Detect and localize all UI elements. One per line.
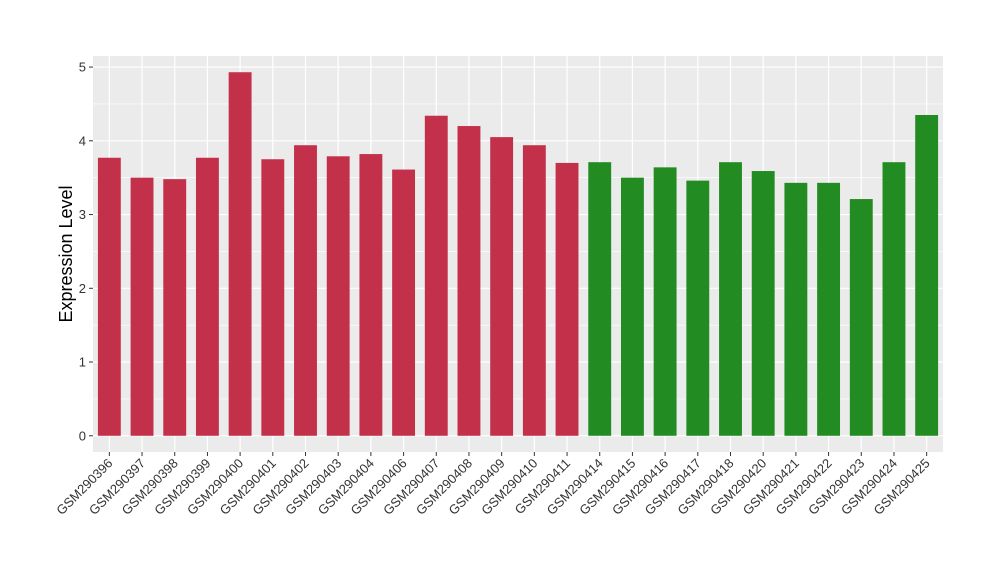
bar-GSM290399 — [195, 157, 219, 436]
bar-GSM290409 — [490, 137, 514, 436]
y-tick-label: 3 — [79, 207, 86, 222]
bar-GSM290425 — [915, 114, 939, 436]
bar-GSM290396 — [97, 157, 121, 436]
y-tick-label: 0 — [79, 428, 86, 443]
plot-panel — [93, 56, 943, 452]
bar-GSM290408 — [457, 126, 481, 436]
bar-GSM290417 — [686, 180, 710, 436]
bar-GSM290420 — [751, 171, 775, 436]
bar-GSM290406 — [392, 169, 416, 436]
bars — [97, 72, 939, 436]
bar-GSM290404 — [359, 154, 383, 436]
bar-GSM290400 — [228, 72, 252, 436]
bar-GSM290414 — [588, 162, 612, 436]
bar-GSM290398 — [163, 179, 187, 436]
y-axis: 0 1 2 3 4 5 — [79, 60, 93, 443]
bar-GSM290422 — [817, 182, 841, 436]
y-tick-label: 5 — [79, 60, 86, 75]
bar-GSM290421 — [784, 182, 808, 436]
y-tick-label: 1 — [79, 355, 86, 370]
bar-GSM290424 — [882, 162, 906, 436]
bar-GSM290410 — [522, 145, 546, 436]
bar-GSM290407 — [424, 115, 448, 436]
bar-GSM290415 — [620, 177, 644, 436]
y-tick-label: 4 — [79, 133, 86, 148]
bar-GSM290401 — [261, 159, 285, 436]
y-axis-title: Expression Level — [56, 185, 76, 322]
bar-GSM290418 — [719, 162, 742, 436]
y-tick-label: 2 — [79, 281, 86, 296]
bar-GSM290411 — [555, 162, 579, 436]
bar-GSM290423 — [849, 199, 873, 436]
bar-GSM290397 — [130, 177, 154, 436]
x-axis: GSM290396GSM290397GSM290398GSM290399GSM2… — [53, 452, 933, 518]
bar-GSM290416 — [653, 167, 677, 436]
bar-GSM290403 — [326, 156, 350, 436]
bar-GSM290402 — [294, 145, 317, 436]
